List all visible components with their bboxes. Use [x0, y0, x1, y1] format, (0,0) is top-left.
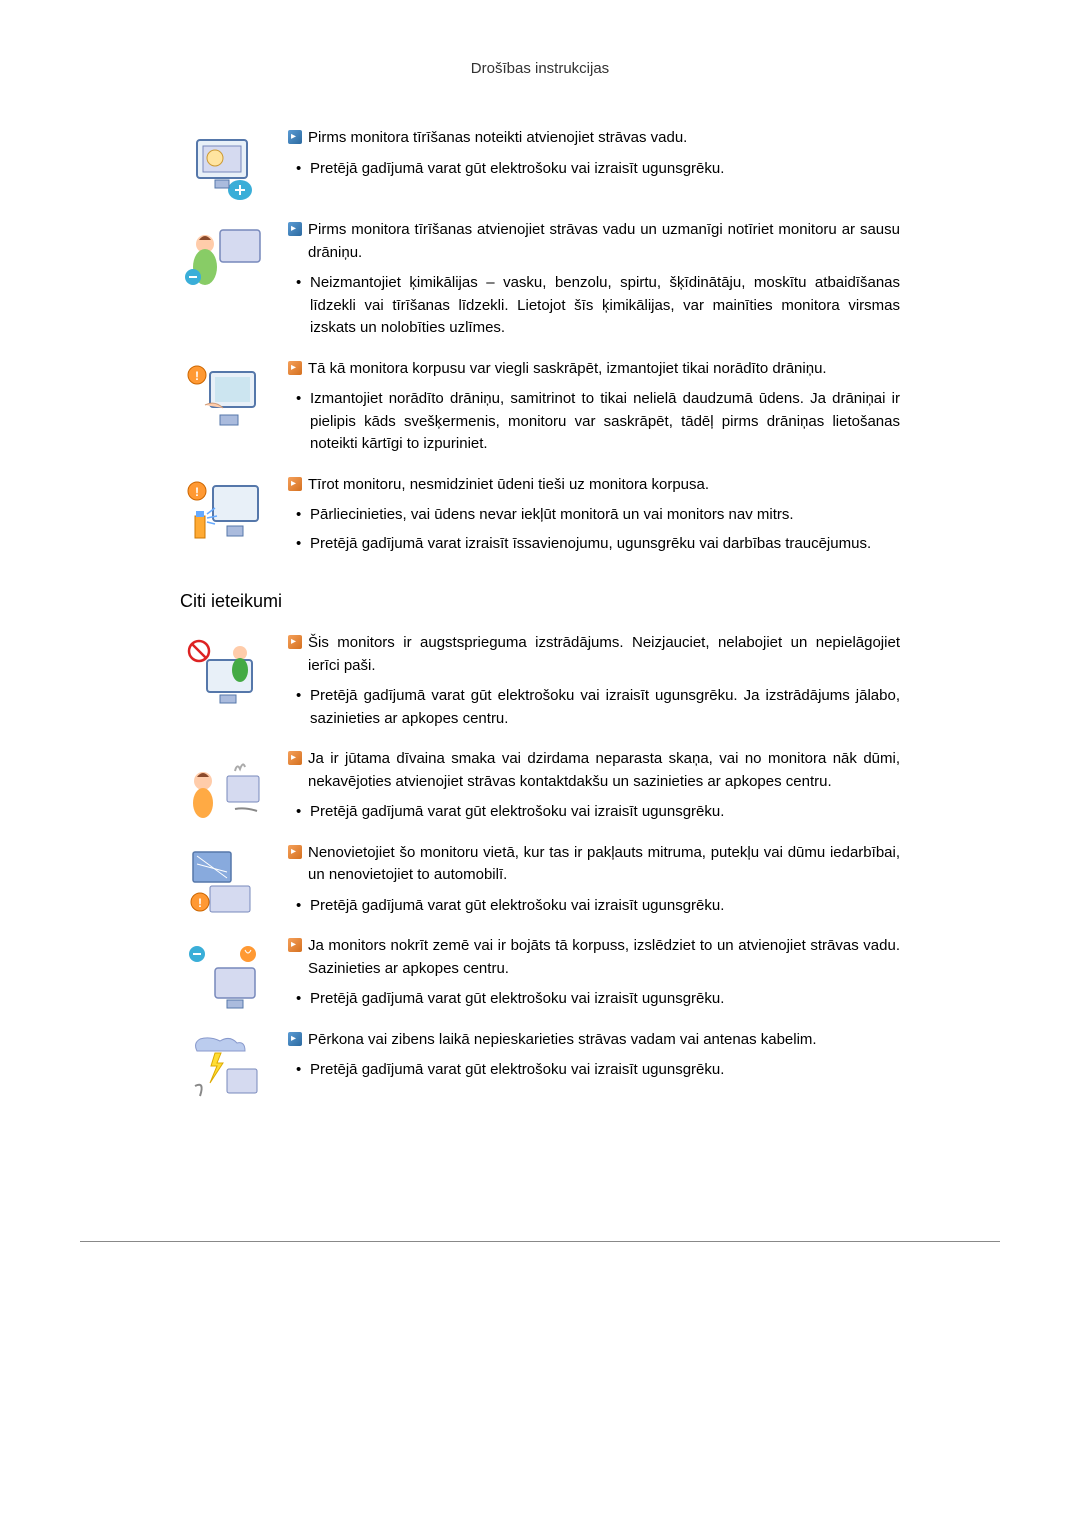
- bullet: •: [288, 504, 310, 527]
- dust-moisture-icon: !: [180, 842, 270, 922]
- bullet-text: Pretējā gadījumā varat gūt elektrošoku v…: [310, 158, 900, 181]
- arrow-orange-icon: [288, 635, 302, 649]
- lightning-icon: [180, 1029, 270, 1109]
- footer-divider: [80, 1241, 1000, 1242]
- bullet: •: [288, 988, 310, 1011]
- bullet-text: Pārliecinieties, vai ūdens nevar iekļūt …: [310, 504, 900, 527]
- spray-monitor-icon: !: [180, 474, 270, 554]
- svg-text:!: !: [198, 896, 202, 910]
- item-heading: Ja ir jūtama dīvaina smaka vai dzirdama …: [308, 748, 900, 793]
- arrow-orange-icon: [288, 751, 302, 765]
- page-header: Drošības instrukcijas: [180, 60, 900, 77]
- bullet: •: [288, 1059, 310, 1082]
- bullet-text: Pretējā gadījumā varat gūt elektrošoku v…: [310, 1059, 900, 1082]
- item-heading: Pirms monitora tīrīšanas noteikti atvien…: [308, 127, 687, 150]
- item-heading: Tīrot monitoru, nesmidziniet ūdeni tieši…: [308, 474, 709, 497]
- section-title: Citi ieteikumi: [180, 591, 900, 612]
- arrow-orange-icon: [288, 477, 302, 491]
- arrow-orange-icon: [288, 845, 302, 859]
- bullet: •: [288, 388, 310, 456]
- cleaning-person-icon: [180, 219, 270, 299]
- arrow-blue-icon: [288, 1032, 302, 1046]
- monitor-unplug-icon: [180, 127, 270, 207]
- bullet-text: Neizmantojiet ķimikālijas – vasku, benzo…: [310, 272, 900, 340]
- item-heading: Ja monitors nokrīt zemē vai ir bojāts tā…: [308, 935, 900, 980]
- no-disassemble-icon: [180, 632, 270, 712]
- smoke-smell-icon: [180, 748, 270, 828]
- bullet-text: Pretējā gadījumā varat izraisīt īssavien…: [310, 533, 900, 556]
- bullet-text: Pretējā gadījumā varat gūt elektrošoku v…: [310, 801, 900, 824]
- bullet: •: [288, 158, 310, 181]
- dropped-monitor-icon: [180, 935, 270, 1015]
- bullet: •: [288, 801, 310, 824]
- arrow-orange-icon: [288, 361, 302, 375]
- item-heading: Šis monitors ir augstsprieguma izstrādāj…: [308, 632, 900, 677]
- item-heading: Tā kā monitora korpusu var viegli saskrā…: [308, 358, 827, 381]
- arrow-orange-icon: [288, 938, 302, 952]
- bullet-text: Pretējā gadījumā varat gūt elektrošoku v…: [310, 685, 900, 730]
- bullet-text: Pretējā gadījumā varat gūt elektrošoku v…: [310, 895, 900, 918]
- bullet-text: Izmantojiet norādīto drāniņu, samitrinot…: [310, 388, 900, 456]
- bullet: •: [288, 685, 310, 730]
- arrow-blue-icon: [288, 130, 302, 144]
- svg-text:!: !: [195, 369, 199, 383]
- item-heading: Nenovietojiet šo monitoru vietā, kur tas…: [308, 842, 900, 887]
- cleaning-cloth-icon: !: [180, 358, 270, 438]
- bullet: •: [288, 895, 310, 918]
- arrow-blue-icon: [288, 222, 302, 236]
- item-heading: Pirms monitora tīrīšanas atvienojiet str…: [308, 219, 900, 264]
- bullet: •: [288, 533, 310, 556]
- item-heading: Pērkona vai zibens laikā nepieskarieties…: [308, 1029, 817, 1052]
- bullet: •: [288, 272, 310, 340]
- svg-text:!: !: [195, 485, 199, 499]
- bullet-text: Pretējā gadījumā varat gūt elektrošoku v…: [310, 988, 900, 1011]
